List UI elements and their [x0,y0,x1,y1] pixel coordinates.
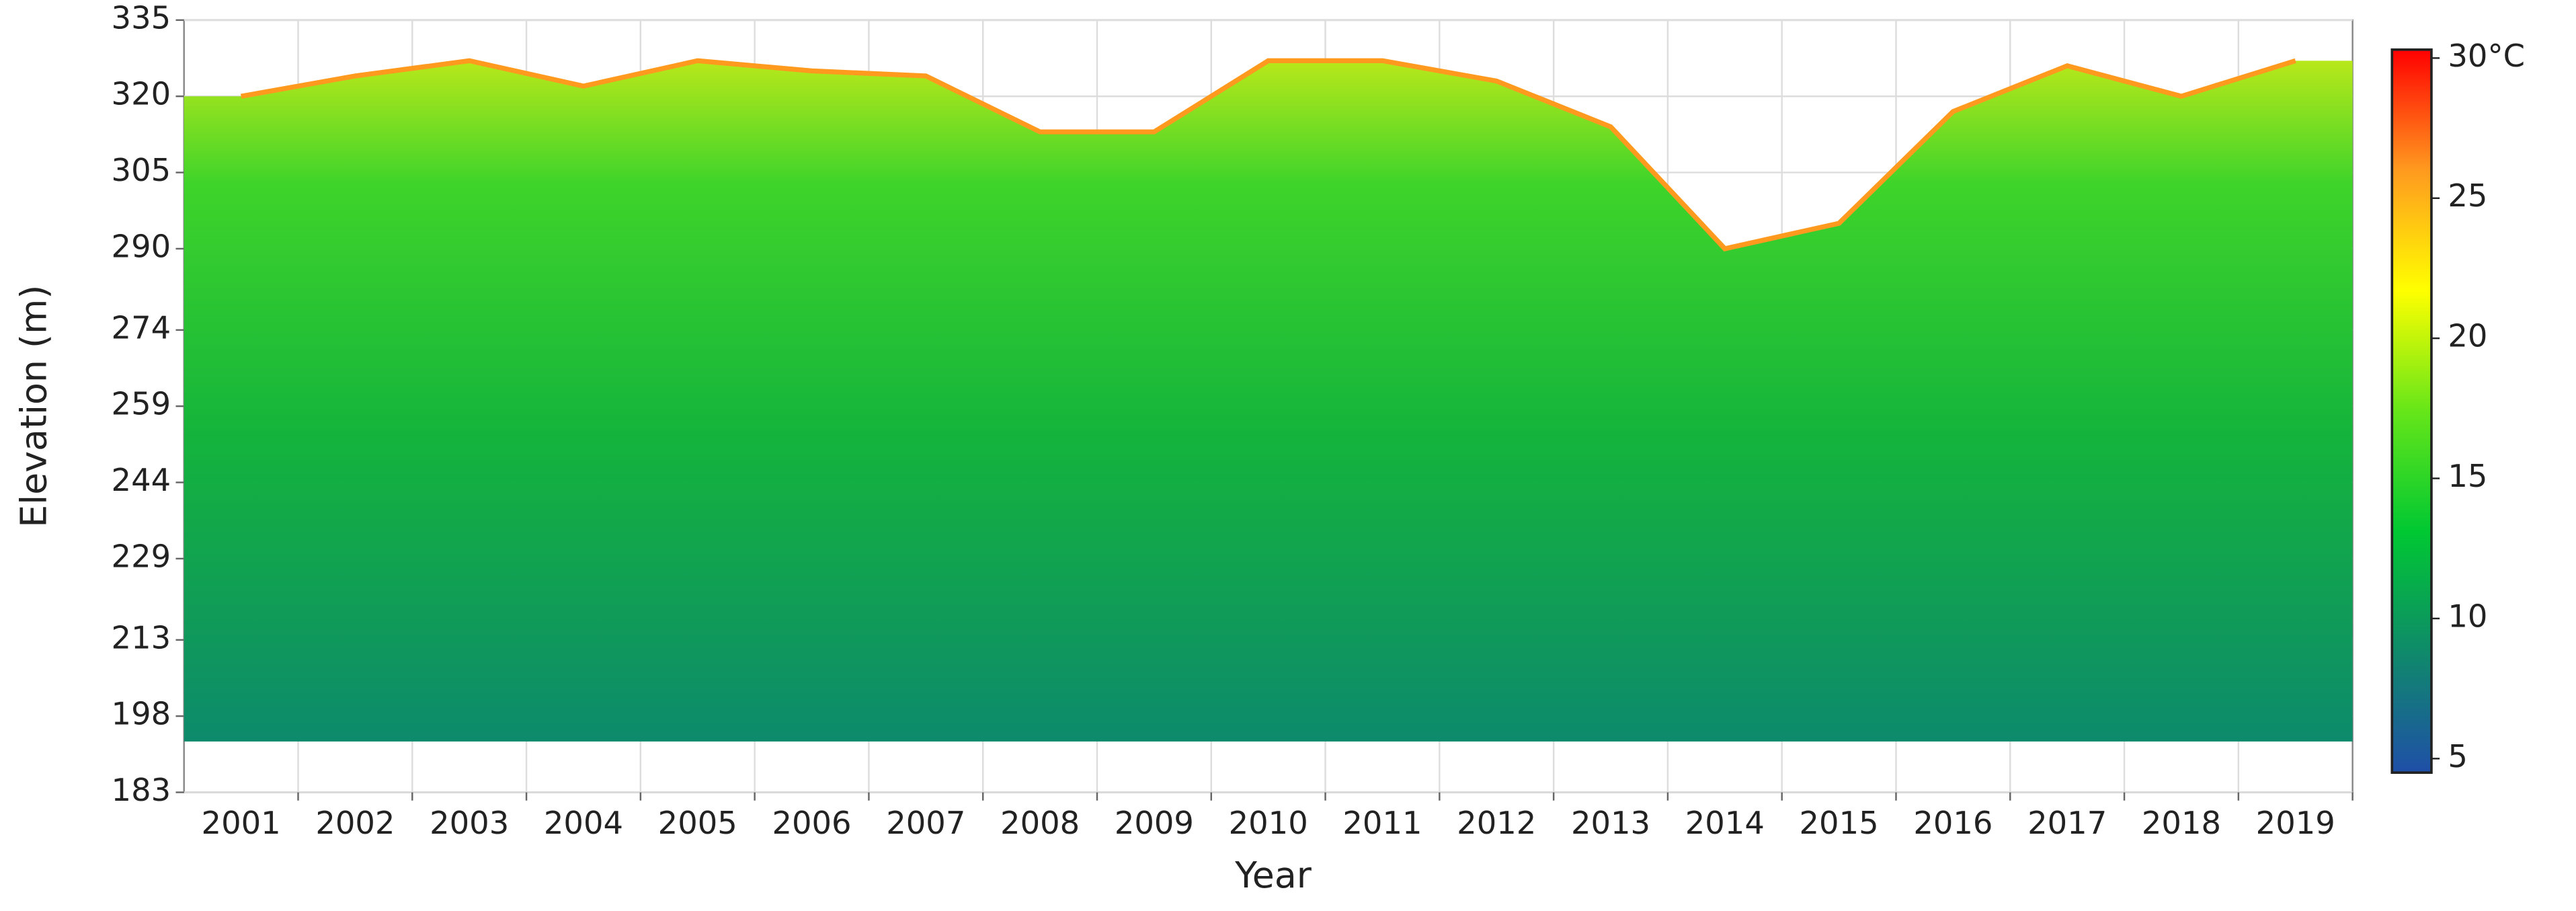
y-tick-label: 259 [112,386,171,422]
y-tick-label: 274 [112,309,171,346]
y-tick-label: 320 [112,76,171,112]
x-tick-label: 2006 [772,805,851,841]
x-tick-label: 2018 [2142,805,2221,841]
y-tick-label: 244 [112,462,171,498]
x-tick-label: 2001 [202,805,281,841]
y-tick-label: 335 [112,0,171,36]
y-tick-label: 290 [112,228,171,264]
y-tick-label: 183 [112,772,171,808]
y-tick-label: 305 [112,152,171,188]
y-tick-label: 229 [112,538,171,574]
x-tick-label: 2008 [1000,805,1080,841]
x-tick-label: 2013 [1571,805,1650,841]
x-tick-label: 2004 [544,805,623,841]
x-tick-label: 2014 [1685,805,1765,841]
x-tick-label: 2005 [658,805,737,841]
x-tick-label: 2007 [886,805,965,841]
colorbar-tick-label: 5 [2448,738,2468,775]
area [184,61,2353,742]
x-axis-label: Year [1234,854,1312,896]
x-tick-label: 2016 [1913,805,1993,841]
x-tick-label: 2009 [1115,805,1194,841]
colorbar-tick-label: 10 [2448,598,2487,634]
y-tick-label: 198 [112,696,171,732]
x-tick-label: 2017 [2027,805,2107,841]
colorbar-tick-label: 30°C [2448,38,2525,74]
surface-line [240,58,2296,251]
x-tick-label: 2002 [315,805,395,841]
x-tick-label: 2011 [1342,805,1422,841]
colorbar [2390,48,2433,775]
colorbar-tick-label: 25 [2448,177,2487,214]
x-tick-label: 2015 [1800,805,1879,841]
y-axis-label: Elevation (m) [12,285,54,528]
x-tick-label: 2012 [1457,805,1536,841]
colorbar-tick-label: 20 [2448,318,2487,354]
x-tick-label: 2003 [430,805,509,841]
x-tick-label: 2010 [1229,805,1308,841]
y-tick-label: 213 [112,619,171,656]
colorbar-tick-label: 15 [2448,458,2487,494]
x-tick-label: 2019 [2256,805,2335,841]
